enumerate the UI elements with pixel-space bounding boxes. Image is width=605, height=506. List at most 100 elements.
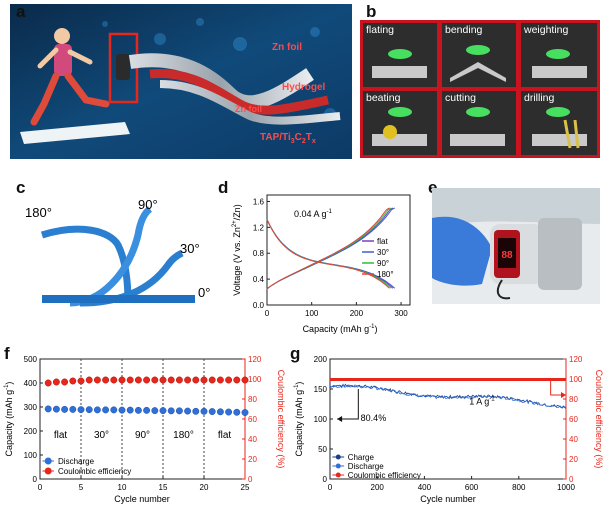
photo-label: weighting bbox=[524, 24, 569, 36]
photo-label: flating bbox=[366, 24, 395, 36]
y-tick-label: 500 bbox=[24, 355, 38, 364]
discharge-point bbox=[216, 408, 224, 416]
x-tick-label: 0 bbox=[265, 309, 270, 318]
y-right-tick-label: 40 bbox=[248, 435, 257, 444]
y-tick-label: 300 bbox=[24, 403, 38, 412]
chart-f: 0 5 10 15 20 25010020030040050002040608010012… bbox=[4, 355, 286, 504]
ce-point bbox=[216, 376, 224, 384]
y-tick-label: 1.2 bbox=[253, 223, 265, 232]
y-tick-label: 0.4 bbox=[253, 275, 265, 284]
y-tick-label: 150 bbox=[314, 385, 328, 394]
retention-arrowhead bbox=[337, 416, 343, 422]
ce-point bbox=[143, 376, 151, 384]
y-right-tick-label: 80 bbox=[569, 395, 578, 404]
panel-b-label: b bbox=[366, 2, 377, 21]
discharge-point bbox=[61, 405, 69, 413]
discharge-point bbox=[52, 405, 60, 413]
ce-point bbox=[69, 377, 77, 385]
x-tick-label: 200 bbox=[350, 309, 364, 318]
panel-g-label: g bbox=[290, 344, 301, 363]
panel-a-label: a bbox=[16, 2, 26, 21]
annotation-zn-foil-bottom: Zn foil bbox=[235, 104, 262, 114]
x-axis-label: Cycle number bbox=[114, 494, 170, 504]
y-right-tick-label: 100 bbox=[569, 375, 583, 384]
discharge-point bbox=[85, 406, 93, 414]
y-right-tick-label: 60 bbox=[248, 415, 257, 424]
segment-label: 90° bbox=[135, 430, 150, 441]
panel-a-illustration: Zn foil Hydrogel TAP/Ti3C2Tx Zn foil bbox=[10, 4, 352, 159]
discharge-point bbox=[225, 408, 233, 416]
ce-point bbox=[151, 376, 159, 384]
ce-point bbox=[126, 376, 134, 384]
ce-point bbox=[102, 376, 110, 384]
discharge-point bbox=[233, 408, 241, 416]
y-right-tick-label: 40 bbox=[569, 435, 578, 444]
ce-point bbox=[118, 376, 126, 384]
segment-label: flat bbox=[54, 430, 68, 441]
panel-f-label: f bbox=[4, 344, 10, 363]
angle-label: 0° bbox=[198, 285, 210, 300]
ce-point bbox=[167, 376, 175, 384]
y-tick-label: 0 bbox=[323, 475, 328, 484]
annotation-tap-ti: TAP/Ti3C2Tx bbox=[260, 132, 316, 145]
legend-marker bbox=[335, 472, 341, 478]
discharge-point bbox=[200, 407, 208, 415]
x-axis-label: Cycle number bbox=[420, 494, 476, 504]
panel-c-label: c bbox=[16, 178, 26, 197]
y-tick-label: 100 bbox=[314, 415, 328, 424]
y-tick-label: 100 bbox=[24, 451, 38, 460]
ce-point bbox=[61, 378, 69, 386]
discharge-point bbox=[93, 406, 101, 414]
discharge-series bbox=[329, 383, 567, 409]
y-tick-label: 0.8 bbox=[253, 249, 265, 258]
legend-label: 30° bbox=[377, 248, 389, 257]
y-axis-label: Capacity (mAh g-1) bbox=[294, 382, 304, 457]
retention-label: 80.4% bbox=[361, 413, 387, 423]
x-tick-label: 600 bbox=[465, 483, 479, 492]
legend-label: Coulombic efficiency bbox=[58, 467, 131, 476]
discharge-point bbox=[159, 407, 167, 415]
x-tick-label: 300 bbox=[394, 309, 408, 318]
x-tick-label: 10 bbox=[118, 483, 127, 492]
legend-label: 180° bbox=[377, 270, 394, 279]
ce-point bbox=[208, 376, 216, 384]
angle-label: 90° bbox=[138, 197, 158, 212]
angle-label: 180° bbox=[25, 205, 52, 220]
ce-point bbox=[77, 377, 85, 385]
photo-label: cutting bbox=[445, 92, 476, 104]
x-tick-label: 15 bbox=[159, 483, 168, 492]
ce-arrow bbox=[550, 379, 566, 396]
discharge-point bbox=[118, 406, 126, 414]
ce-arrowhead bbox=[561, 392, 566, 398]
x-axis-label: Capacity (mAh g-1) bbox=[303, 324, 378, 334]
discharge-point bbox=[167, 407, 175, 415]
ce-point bbox=[134, 376, 142, 384]
x-tick-label: 0 bbox=[328, 483, 333, 492]
ce-point bbox=[85, 376, 93, 384]
x-tick-label: 5 bbox=[79, 483, 84, 492]
ce-point bbox=[184, 376, 192, 384]
y-right-tick-label: 20 bbox=[569, 455, 578, 464]
y-right-tick-label: 120 bbox=[569, 355, 583, 364]
x-tick-label: 200 bbox=[371, 483, 385, 492]
legend-label: 90° bbox=[377, 259, 389, 268]
x-tick-label: 1000 bbox=[557, 483, 575, 492]
discharge-point bbox=[77, 406, 85, 414]
y-tick-label: 200 bbox=[314, 355, 328, 364]
y-tick-label: 400 bbox=[24, 379, 38, 388]
ce-point bbox=[175, 376, 183, 384]
chart-d: 0 100 200 300 0.0 0.4 0.8 1.2 1.6 0.04 A g-1 fla… bbox=[232, 194, 411, 334]
annotation-hydrogel: Hydrogel bbox=[282, 82, 326, 93]
legend-label: Discharge bbox=[58, 457, 95, 466]
discharge-point bbox=[241, 409, 249, 416]
panel-e-photo: 88 bbox=[432, 188, 600, 304]
ce-point bbox=[44, 379, 52, 387]
ce-point bbox=[110, 376, 118, 384]
discharge-point bbox=[151, 407, 159, 415]
x-tick-label: 100 bbox=[305, 309, 319, 318]
y-right-tick-label: 60 bbox=[569, 415, 578, 424]
panel-d-label: d bbox=[218, 178, 229, 197]
legend-label: Coulombic efficiency bbox=[348, 471, 421, 480]
y-tick-label: 50 bbox=[318, 445, 327, 454]
panel-b-led-overlays bbox=[372, 45, 587, 149]
